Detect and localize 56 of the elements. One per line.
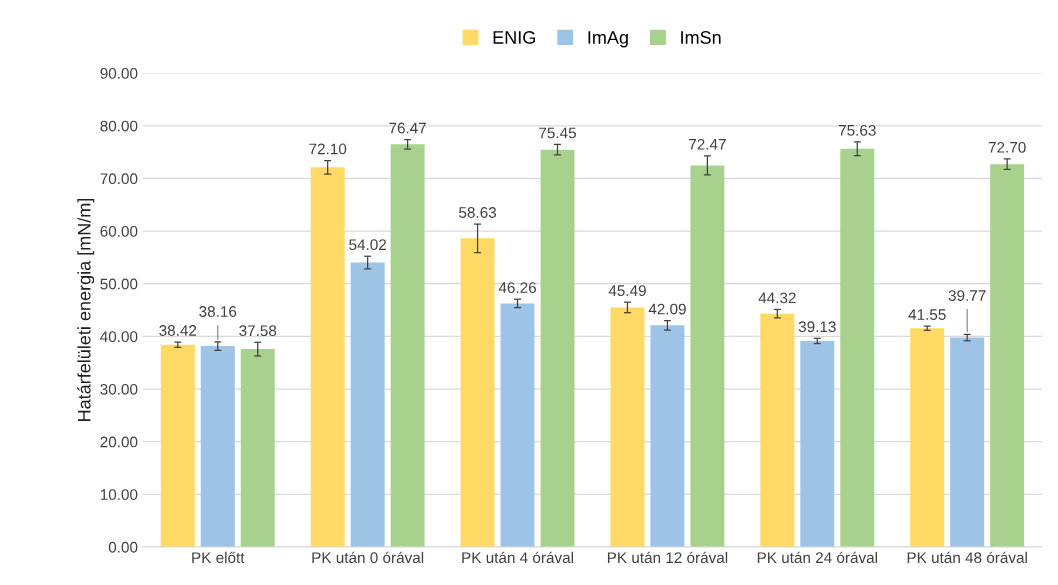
data-label: 37.58 — [239, 325, 277, 337]
bar — [500, 303, 535, 547]
bar — [990, 164, 1025, 547]
data-label: 42.09 — [648, 303, 686, 315]
data-label: 76.47 — [389, 122, 426, 134]
bar — [760, 313, 795, 547]
bar — [910, 328, 945, 547]
bar — [200, 346, 235, 547]
bar — [840, 148, 875, 547]
y-tick-label: 50.00 — [100, 278, 138, 290]
data-label: 72.70 — [988, 141, 1026, 153]
y-tick-label: 20.00 — [100, 436, 138, 448]
x-tick-label: PK után 12 órával — [607, 551, 728, 564]
y-tick-label: 0.00 — [108, 541, 138, 553]
data-label: 75.45 — [539, 127, 576, 139]
x-tick-label: PK után 48 órával — [907, 551, 1027, 564]
bar — [540, 149, 575, 547]
legend-label: ImSn — [681, 31, 721, 44]
data-label: 54.02 — [349, 239, 387, 251]
bar — [650, 325, 685, 547]
bar — [310, 167, 345, 547]
bar — [350, 262, 385, 547]
x-tick-label: PK után 24 órával — [757, 551, 878, 564]
bar — [690, 165, 725, 547]
legend-label: ImAg — [588, 31, 628, 48]
data-label: 39.77 — [948, 290, 986, 301]
data-label: 38.42 — [159, 325, 197, 336]
data-label: 75.63 — [838, 124, 876, 136]
data-label: 44.32 — [758, 292, 796, 304]
data-label: 72.47 — [689, 138, 726, 150]
data-label: 41.55 — [908, 309, 946, 320]
bar — [610, 307, 645, 547]
y-tick-label: 40.00 — [100, 331, 138, 343]
y-tick-label: 70.00 — [100, 173, 138, 185]
bar — [390, 144, 425, 547]
y-tick-label: 10.00 — [100, 489, 138, 501]
y-tick-label: 60.00 — [100, 225, 138, 237]
x-tick-label: PK után 0 órával — [312, 551, 424, 564]
data-label: 72.10 — [309, 143, 347, 155]
y-tick-label: 90.00 — [100, 67, 138, 79]
data-label: 46.26 — [498, 282, 536, 294]
bar — [460, 238, 495, 547]
x-tick-label: PK után 4 órával — [462, 551, 573, 564]
legend-label: ENIG — [493, 31, 535, 44]
x-tick-label: PK előtt — [192, 551, 245, 564]
data-label: 39.13 — [798, 321, 836, 333]
bar — [240, 349, 275, 547]
data-label: 45.49 — [608, 285, 646, 297]
bar — [160, 344, 195, 547]
bar — [950, 337, 985, 547]
bar — [800, 340, 835, 547]
data-label: 38.16 — [199, 306, 237, 317]
y-tick-label: 80.00 — [100, 120, 138, 132]
y-axis-title: Határfelületi energia [mN/m] — [77, 198, 95, 421]
y-tick-label: 30.00 — [100, 383, 138, 395]
data-label: 58.63 — [459, 207, 497, 218]
